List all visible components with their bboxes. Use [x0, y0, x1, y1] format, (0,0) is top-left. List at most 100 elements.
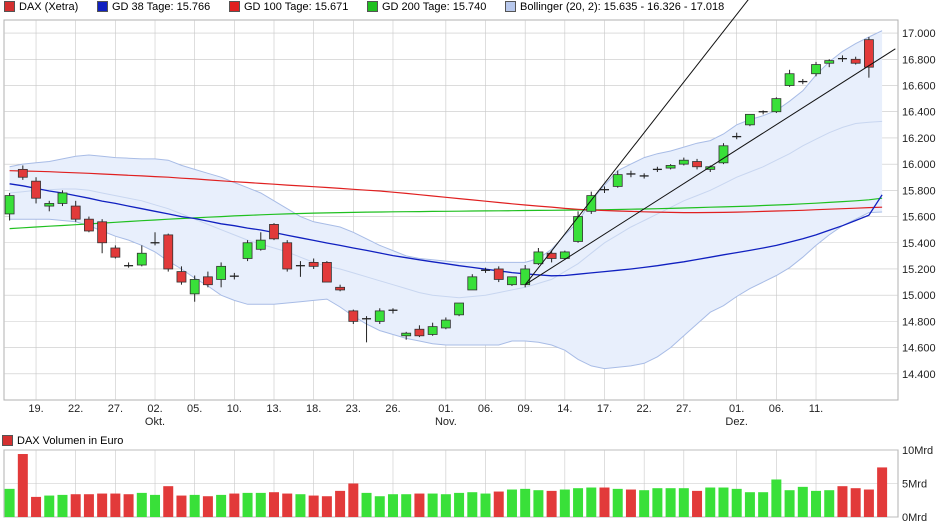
x-tick-label: 11. [809, 403, 823, 415]
volume-bar [506, 489, 517, 517]
volume-bar [70, 494, 81, 517]
bollinger-upper-line [9, 30, 883, 263]
x-tick-label: 22. [68, 403, 83, 415]
volume-bars [4, 454, 888, 517]
candle-body [811, 64, 821, 75]
x-tick-label: 01. [729, 403, 744, 415]
volume-bar [176, 495, 187, 517]
candle-body [44, 203, 55, 207]
candle-body [31, 180, 41, 199]
x-month-label: Nov. [435, 416, 457, 428]
candle-body [335, 286, 346, 291]
candle-body [745, 113, 755, 126]
candle-body [493, 268, 504, 280]
x-tick-label: 13. [266, 403, 281, 415]
volume-bar [850, 488, 861, 517]
x-tick-label: 10. [227, 403, 242, 415]
y-tick-label: 17.000 [902, 28, 936, 40]
candle-body [374, 310, 385, 322]
volume-bar [639, 490, 650, 517]
volume-bar [824, 490, 835, 517]
candle-body [189, 279, 200, 295]
volume-bar [401, 494, 412, 517]
trendline [524, 0, 749, 285]
volume-bar [533, 490, 544, 517]
volume-bar [877, 467, 888, 517]
x-tick-label: 17. [597, 403, 612, 415]
candle-body [202, 276, 213, 286]
volume-bar [731, 488, 742, 517]
candle-body [824, 60, 835, 64]
volume-bar [599, 487, 610, 517]
candle-body [84, 218, 94, 232]
volume-bar [692, 490, 703, 517]
x-tick-label: 19. [28, 403, 43, 415]
candle-body [612, 174, 623, 187]
volume-bar [758, 492, 769, 517]
candlesticks [4, 37, 874, 343]
candle-body [414, 328, 425, 337]
volume-bar [427, 493, 438, 517]
legend-item-gd100: GD 100 Tage: 15.671 [229, 0, 348, 14]
x-tick-label: 26. [385, 403, 400, 415]
candle-body [242, 242, 253, 259]
volume-bar [744, 492, 755, 517]
volume-legend: DAX Volumen in Euro [2, 434, 123, 448]
candle-body [57, 192, 68, 204]
legend-label-gd200: GD 200 Tage: 15.740 [382, 1, 487, 13]
volume-legend-swatch [2, 434, 13, 446]
y-tick-label: 14.600 [902, 343, 936, 355]
volume-bar [189, 494, 200, 517]
volume-tick-label: 5Mrd [902, 479, 927, 491]
x-tick-label: 06. [478, 403, 493, 415]
trendlines [524, 0, 896, 286]
candle-body [573, 216, 583, 242]
candle-body [401, 332, 412, 337]
candle-body [546, 252, 557, 259]
volume-bar [57, 494, 68, 517]
y-tick-label: 15.000 [902, 290, 936, 302]
candle-body [97, 221, 108, 244]
volume-bar [17, 454, 28, 517]
candle-body [70, 205, 81, 220]
candle-body [678, 159, 689, 165]
y-tick-label: 16.600 [902, 81, 936, 93]
volume-bar [83, 494, 94, 517]
candle-body [850, 58, 861, 64]
x-tick-label: 14. [557, 403, 572, 415]
volume-bar [255, 492, 266, 517]
legend-label-gd100: GD 100 Tage: 15.671 [244, 1, 349, 13]
volume-bar [150, 494, 161, 517]
candle-body [427, 326, 438, 335]
volume-bar [321, 496, 332, 517]
y-tick-label: 16.000 [902, 159, 936, 171]
sma200-line [9, 197, 883, 230]
volume-bar [387, 494, 398, 517]
volume-bar [163, 486, 174, 517]
volume-bar [123, 494, 134, 517]
bollinger-band [9, 30, 883, 370]
volume-bar [612, 488, 623, 517]
volume-bar [202, 496, 213, 517]
bollinger-mid-line [9, 120, 883, 299]
y-tick-label: 15.600 [902, 212, 936, 224]
legend-label-gd38: GD 38 Tage: 15.766 [112, 1, 211, 13]
candle-body [348, 310, 359, 322]
volume-bar [31, 496, 42, 517]
legend-item-gd38: GD 38 Tage: 15.766 [97, 0, 210, 14]
x-month-label: Dez. [725, 416, 748, 428]
x-tick-label: 27. [676, 403, 691, 415]
bollinger-lower-line [9, 211, 883, 370]
volume-bar [493, 491, 504, 517]
candle-body [321, 262, 332, 283]
legend-swatch-gd200 [367, 0, 378, 12]
candle-body [255, 239, 266, 250]
volume-bar [414, 493, 425, 517]
volume-bar [797, 486, 808, 517]
volume-bar [678, 488, 689, 517]
volume-bar [652, 488, 663, 517]
bollinger-fill [9, 30, 883, 369]
volume-bar [361, 492, 372, 517]
x-tick-label: 05. [187, 403, 202, 415]
y-tick-label: 15.800 [902, 185, 936, 197]
